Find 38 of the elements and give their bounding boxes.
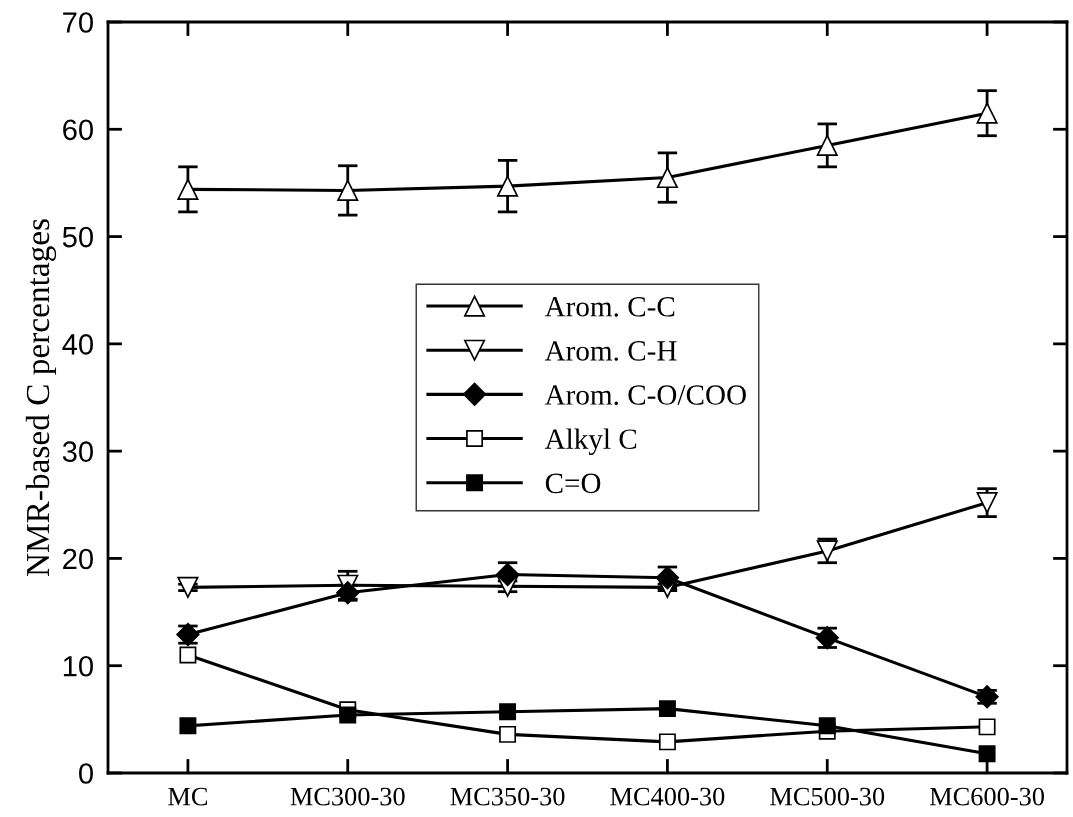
point: [337, 179, 359, 201]
point: [816, 134, 838, 156]
legend-label: Arom. C-O/COO: [544, 385, 746, 405]
y-tick-label: 40: [62, 334, 93, 355]
legend-label: Arom. C-H: [544, 341, 677, 361]
legend-label: Alkyl C: [544, 428, 637, 455]
x-tick-label: MC500-30: [770, 787, 885, 806]
x-tick-label: MC600-30: [929, 787, 1044, 806]
point: [658, 700, 676, 718]
x-tick-label: MC350-30: [450, 787, 565, 806]
point: [978, 745, 996, 763]
point: [177, 178, 199, 200]
x-tick-label: MC300-30: [290, 787, 405, 806]
point: [179, 717, 197, 735]
point: [497, 175, 519, 197]
point: [978, 718, 996, 736]
legend-label: C=O: [545, 473, 601, 494]
point: [658, 733, 676, 751]
point: [179, 646, 197, 664]
point: [976, 492, 998, 514]
y-tick-label: 50: [62, 226, 93, 248]
y-tick-label: 30: [62, 441, 93, 462]
point: [339, 706, 357, 724]
y-tick-label: 20: [63, 548, 93, 570]
x-tick-label: MC: [168, 787, 207, 806]
y-tick-label: 70: [63, 12, 93, 33]
point: [976, 102, 998, 124]
x-tick-label: MC400-30: [610, 787, 725, 806]
point: [499, 703, 517, 721]
legend-label: Arom. C-C: [544, 296, 675, 317]
y-axis-title: NMR-based C percentages: [25, 219, 57, 577]
point: [656, 167, 678, 189]
point: [818, 717, 836, 735]
point: [499, 725, 517, 743]
y-tick-label: 10: [63, 655, 93, 677]
y-tick-label: 0: [79, 763, 93, 784]
point: [177, 576, 199, 598]
y-tick-label: 60: [63, 119, 93, 141]
